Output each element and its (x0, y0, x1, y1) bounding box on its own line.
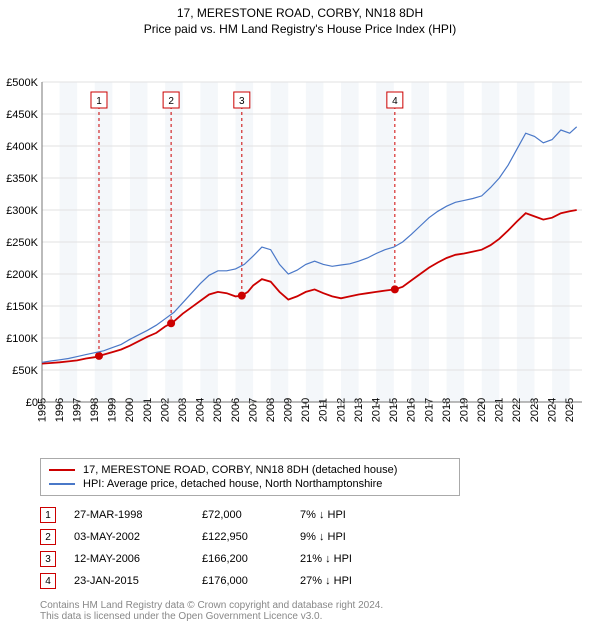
legend-swatch (49, 483, 75, 485)
x-tick-label: 2016 (406, 398, 418, 422)
x-tick-label: 2009 (283, 398, 295, 422)
transaction-number-box: 1 (40, 507, 56, 523)
y-tick-label: £250K (6, 237, 38, 249)
y-tick-label: £450K (6, 109, 38, 121)
y-tick-label: £300K (6, 205, 38, 217)
transaction-price: £166,200 (202, 553, 282, 565)
transaction-diff: 7% ↓ HPI (300, 509, 410, 521)
transaction-row: 2 03-MAY-2002 £122,950 9% ↓ HPI (40, 526, 600, 548)
transaction-date: 03-MAY-2002 (74, 531, 184, 543)
transaction-callout-number: 2 (168, 96, 174, 107)
x-tick-label: 2017 (423, 398, 435, 422)
transaction-row: 3 12-MAY-2006 £166,200 21% ↓ HPI (40, 548, 600, 570)
transaction-price: £176,000 (202, 575, 282, 587)
x-tick-label: 2008 (265, 398, 277, 422)
transaction-diff: 27% ↓ HPI (300, 575, 410, 587)
attribution-footer: Contains HM Land Registry data © Crown c… (40, 600, 600, 622)
legend-label: HPI: Average price, detached house, Nort… (83, 478, 382, 490)
transaction-callout-number: 3 (239, 96, 245, 107)
transactions-table: 1 27-MAR-1998 £72,000 7% ↓ HPI 2 03-MAY-2002 £… (40, 504, 600, 592)
x-tick-label: 2003 (177, 398, 189, 422)
transaction-date: 12-MAY-2006 (74, 553, 184, 565)
x-tick-label: 1997 (71, 398, 83, 422)
y-tick-label: £200K (6, 269, 38, 281)
legend-item: HPI: Average price, detached house, Nort… (49, 477, 451, 491)
transaction-number-box: 2 (40, 529, 56, 545)
transaction-diff: 9% ↓ HPI (300, 531, 410, 543)
x-tick-label: 2023 (529, 398, 541, 422)
transaction-number-box: 4 (40, 573, 56, 589)
x-tick-label: 2015 (388, 398, 400, 422)
y-tick-label: £50K (12, 365, 38, 377)
x-tick-label: 2007 (247, 398, 259, 422)
x-tick-label: 2025 (564, 398, 576, 422)
y-tick-label: £400K (6, 141, 38, 153)
transaction-callout-number: 1 (96, 96, 102, 107)
transaction-row: 4 23-JAN-2015 £176,000 27% ↓ HPI (40, 570, 600, 592)
transaction-date: 27-MAR-1998 (74, 509, 184, 521)
chart-header: 17, MERESTONE ROAD, CORBY, NN18 8DH Pric… (0, 0, 600, 36)
x-tick-label: 2000 (124, 398, 136, 422)
x-tick-label: 2022 (511, 398, 523, 422)
footer-line: This data is licensed under the Open Gov… (40, 611, 600, 622)
price-chart: £0£50K£100K£150K£200K£250K£300K£350K£400… (0, 36, 600, 452)
footer-line: Contains HM Land Registry data © Crown c… (40, 600, 600, 611)
transaction-price: £72,000 (202, 509, 282, 521)
chart-area: £0£50K£100K£150K£200K£250K£300K£350K£400… (0, 36, 600, 452)
chart-title-address: 17, MERESTONE ROAD, CORBY, NN18 8DH (0, 6, 600, 20)
legend: 17, MERESTONE ROAD, CORBY, NN18 8DH (det… (40, 458, 460, 496)
x-tick-label: 2002 (159, 398, 171, 422)
x-tick-label: 2020 (476, 398, 488, 422)
x-tick-label: 2004 (195, 398, 207, 422)
x-tick-label: 2013 (353, 398, 365, 422)
x-tick-label: 2024 (546, 398, 558, 422)
x-tick-label: 2005 (212, 398, 224, 422)
x-tick-label: 2006 (230, 398, 242, 422)
x-tick-label: 2018 (441, 398, 453, 422)
legend-swatch (49, 469, 75, 471)
x-tick-label: 2014 (371, 398, 383, 422)
transaction-price: £122,950 (202, 531, 282, 543)
legend-label: 17, MERESTONE ROAD, CORBY, NN18 8DH (det… (83, 464, 397, 476)
x-tick-label: 1998 (89, 398, 101, 422)
transaction-row: 1 27-MAR-1998 £72,000 7% ↓ HPI (40, 504, 600, 526)
y-tick-label: £100K (6, 333, 38, 345)
x-tick-label: 2019 (458, 398, 470, 422)
x-tick-label: 2010 (300, 398, 312, 422)
x-tick-label: 2012 (335, 398, 347, 422)
y-tick-label: £350K (6, 173, 38, 185)
transaction-callout-number: 4 (392, 96, 398, 107)
x-tick-label: 2021 (494, 398, 506, 422)
transaction-date: 23-JAN-2015 (74, 575, 184, 587)
transaction-number-box: 3 (40, 551, 56, 567)
transaction-diff: 21% ↓ HPI (300, 553, 410, 565)
x-tick-label: 2001 (142, 398, 154, 422)
x-tick-label: 1999 (107, 398, 119, 422)
chart-title-sub: Price paid vs. HM Land Registry's House … (0, 22, 600, 36)
y-tick-label: £150K (6, 301, 38, 313)
y-tick-label: £500K (6, 77, 38, 89)
legend-item: 17, MERESTONE ROAD, CORBY, NN18 8DH (det… (49, 463, 451, 477)
x-tick-label: 1996 (54, 398, 66, 422)
